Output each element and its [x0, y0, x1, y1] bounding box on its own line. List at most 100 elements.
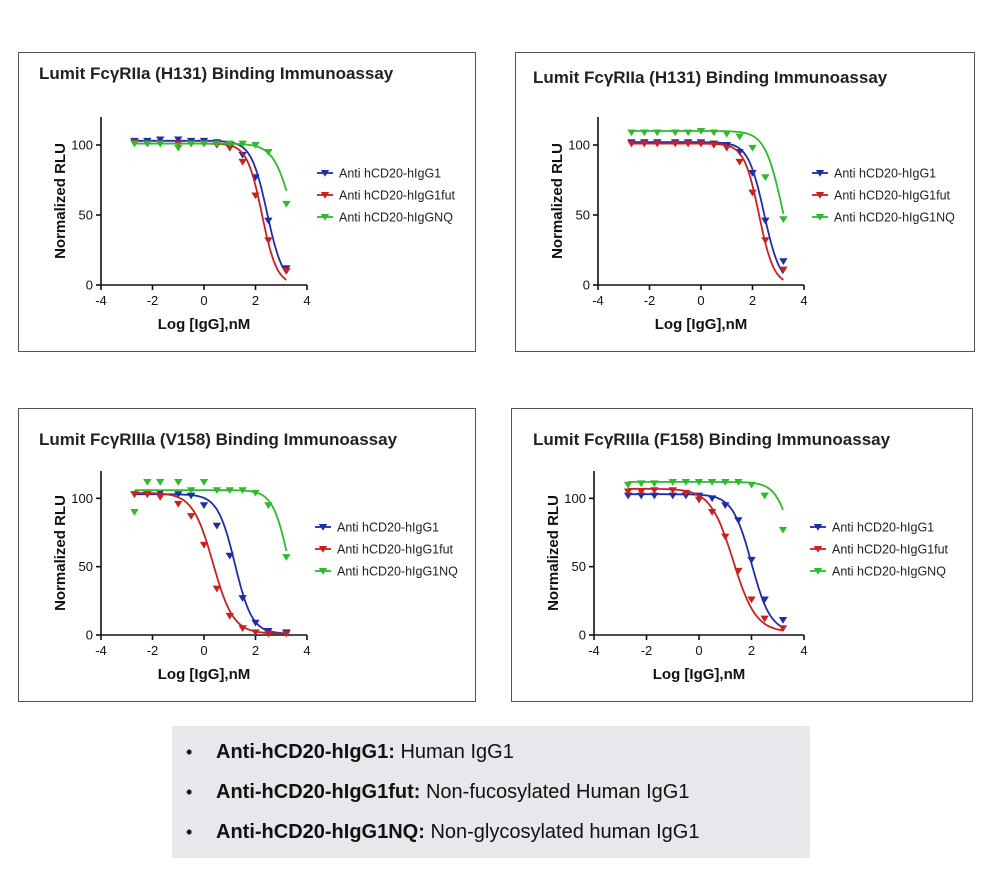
fit-curve-line	[134, 142, 287, 281]
data-point	[760, 492, 769, 500]
chart-svg: Lumit FcγRIIa (H131) Binding Immunoassay…	[39, 64, 456, 333]
x-tick-label: 0	[695, 643, 702, 658]
legend-label: Anti hCD20-hIgG1	[337, 521, 439, 535]
x-tick-label: -4	[95, 643, 107, 658]
data-point	[761, 237, 770, 244]
data-point	[318, 524, 328, 531]
fit-curve-line	[134, 139, 288, 274]
data-point	[761, 217, 770, 225]
data-point	[199, 140, 209, 148]
data-point	[721, 533, 730, 541]
data-point	[779, 258, 788, 265]
series-2	[627, 140, 788, 281]
y-tick-label: 100	[71, 138, 93, 153]
data-point	[282, 630, 291, 638]
chart-panel-fcgr2a-h131-left: Lumit FcγRIIa (H131) Binding Immunoassay…	[18, 52, 476, 352]
legend-label: Anti hCD20-hIgGNQ	[832, 565, 946, 579]
fit-curve-line	[134, 493, 287, 635]
data-point	[637, 488, 646, 496]
data-point	[813, 568, 823, 575]
data-point	[212, 140, 222, 148]
data-point	[815, 170, 825, 177]
y-tick-label: 50	[79, 559, 93, 574]
data-point	[156, 494, 165, 501]
data-point	[668, 492, 677, 500]
data-point	[156, 140, 165, 148]
x-tick-label: 4	[303, 293, 310, 308]
x-tick-label: 4	[800, 293, 807, 308]
data-point	[251, 629, 260, 637]
y-axis-label: Normalized RLU	[52, 495, 69, 611]
data-point	[251, 142, 260, 149]
data-point	[779, 266, 788, 274]
data-point	[623, 488, 633, 496]
data-point	[199, 502, 209, 509]
data-point	[694, 478, 704, 486]
x-axis-label: Log [IgG],nM	[158, 666, 250, 683]
y-tick-label: 50	[576, 208, 590, 223]
data-point	[225, 612, 234, 620]
note-description: Non-fucosylated Human IgG1	[420, 781, 690, 803]
y-tick-label: 50	[79, 208, 93, 223]
data-point	[637, 480, 646, 488]
data-point	[264, 217, 273, 225]
data-point	[683, 129, 693, 137]
data-point	[623, 492, 633, 500]
chart-title: Lumit FcγRIIIa (F158) Binding Immunoassa…	[533, 430, 891, 449]
fit-curve-line	[631, 142, 784, 281]
data-point	[130, 491, 139, 499]
legend-label: Anti hCD20-hIgG1NQ	[337, 565, 458, 579]
x-axis-label: Log [IgG],nM	[653, 666, 745, 683]
data-point	[174, 478, 183, 486]
data-point	[238, 151, 247, 159]
data-point	[199, 478, 209, 486]
data-point	[264, 237, 273, 244]
data-point	[815, 214, 825, 221]
data-point	[707, 478, 717, 486]
data-point	[709, 142, 719, 149]
chart-panel-fcgr3a-f158: Lumit FcγRIIIa (F158) Binding Immunoassa…	[511, 408, 973, 702]
chart-svg: Lumit FcγRIIIa (F158) Binding Immunoassa…	[533, 430, 949, 683]
data-point	[813, 524, 823, 531]
data-point	[627, 140, 636, 148]
data-point	[734, 517, 743, 524]
data-point	[778, 617, 788, 624]
data-point	[623, 481, 633, 489]
x-tick-label: -4	[592, 293, 604, 308]
data-point	[156, 478, 165, 486]
y-tick-label: 0	[86, 278, 93, 293]
data-point	[238, 595, 247, 602]
data-point	[143, 478, 152, 486]
data-point	[225, 552, 234, 560]
data-point	[637, 492, 646, 500]
x-tick-label: 4	[800, 643, 807, 658]
legend-label: Anti hCD20-hIgG1	[834, 167, 936, 181]
chart-title: Lumit FcγRIIIa (V158) Binding Immunoassa…	[39, 430, 398, 449]
data-point	[143, 491, 152, 499]
x-tick-label: 0	[200, 293, 207, 308]
data-point	[174, 136, 183, 144]
data-point	[671, 140, 680, 148]
y-tick-label: 100	[564, 491, 586, 506]
legend-label: Anti hCD20-hIgG1NQ	[834, 211, 955, 225]
data-point	[813, 546, 823, 553]
data-point	[778, 526, 788, 534]
series-2	[623, 487, 788, 632]
data-point	[156, 136, 165, 144]
series-1	[623, 492, 788, 629]
legend-label: Anti hCD20-hIgG1	[832, 521, 934, 535]
data-point	[264, 630, 273, 638]
data-point	[225, 144, 234, 152]
fit-curve-line	[134, 489, 288, 552]
x-tick-label: 0	[697, 293, 704, 308]
data-point	[318, 546, 328, 553]
data-point	[653, 129, 662, 137]
data-point	[650, 492, 659, 500]
data-point	[627, 129, 636, 137]
data-point	[747, 596, 756, 604]
legend-label: Anti hCD20-hIgGNQ	[339, 211, 453, 225]
data-point	[734, 478, 743, 486]
x-tick-label: 2	[252, 643, 259, 658]
chart-title: Lumit FcγRIIa (H131) Binding Immunoassay	[533, 68, 888, 87]
data-point	[225, 140, 234, 148]
